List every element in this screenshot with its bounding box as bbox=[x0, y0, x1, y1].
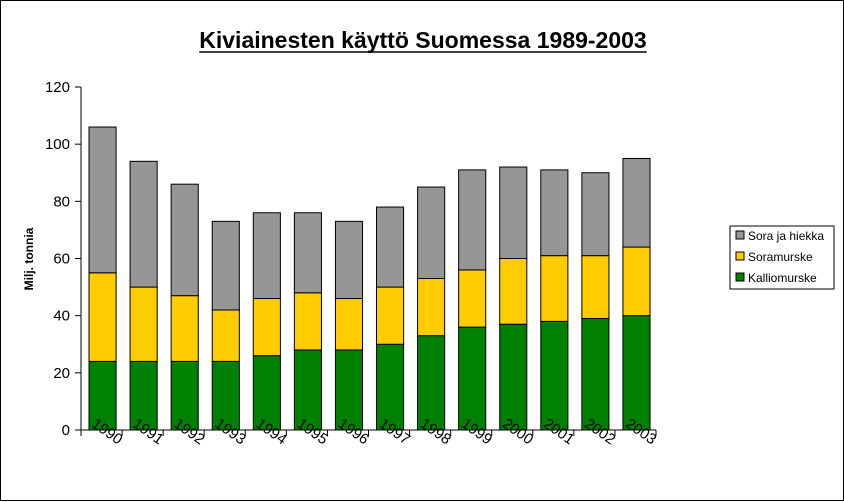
legend: Sora ja hiekka Soramurske Kalliomurske bbox=[729, 225, 835, 290]
x-tick-label-2002: 2002 bbox=[581, 415, 618, 448]
bar-segment-sora-ja-hiekka-2000 bbox=[499, 166, 528, 260]
y-axis-ticks: 0 20 40 60 80 100 120 bbox=[45, 79, 81, 439]
bar-segment-soramurske-1996 bbox=[334, 298, 364, 351]
legend-label-kalliomurske: Kalliomurske bbox=[748, 271, 817, 285]
bar-segment-kalliomurske-1998 bbox=[417, 335, 446, 431]
x-axis-ticks: 1990 1991 1992 1993 1994 1995 1996 1997 1998 1999… bbox=[80, 415, 659, 448]
bar-segment-soramurske-1993 bbox=[211, 309, 240, 362]
x-tick-label-1999: 1999 bbox=[458, 415, 495, 448]
y-tick-label: 60 bbox=[53, 251, 70, 268]
bar-segment-soramurske-1995 bbox=[293, 292, 322, 351]
bar-segment-sora-ja-hiekka-1993 bbox=[211, 220, 240, 311]
x-tick-label-1991: 1991 bbox=[130, 415, 167, 448]
x-tick-label-2003: 2003 bbox=[622, 415, 659, 448]
y-tick-label: 80 bbox=[53, 193, 70, 210]
x-tick-label-1992: 1992 bbox=[171, 415, 208, 448]
legend-swatch-soramurske bbox=[735, 251, 745, 261]
y-tick-label: 100 bbox=[45, 136, 70, 153]
bar-segment-soramurske-1992 bbox=[170, 295, 199, 362]
legend-swatch-kalliomurske bbox=[735, 272, 745, 282]
x-tick-label-1994: 1994 bbox=[253, 415, 290, 448]
legend-box bbox=[729, 225, 835, 290]
bar-segment-sora-ja-hiekka-1998 bbox=[417, 186, 446, 280]
x-tick-label-2000: 2000 bbox=[499, 415, 536, 448]
bar-segment-soramurske-2003 bbox=[622, 246, 651, 317]
bar-segment-sora-ja-hiekka-2002 bbox=[581, 172, 610, 257]
legend-swatch-sora-ja-hiekka bbox=[735, 230, 745, 240]
bar-segment-sora-ja-hiekka-1997 bbox=[376, 206, 405, 288]
x-tick-label-2001: 2001 bbox=[540, 415, 577, 448]
y-tick-label: 20 bbox=[53, 365, 70, 382]
bar-segment-kalliomurske-1999 bbox=[458, 326, 487, 431]
bar-segment-sora-ja-hiekka-2001 bbox=[540, 169, 569, 257]
bar-segment-soramurske-1999 bbox=[458, 269, 487, 328]
y-tick-label: 120 bbox=[45, 79, 70, 96]
x-tick-label-1995: 1995 bbox=[294, 415, 331, 448]
x-tick-label-1997: 1997 bbox=[376, 415, 413, 448]
bar-segment-soramurske-2000 bbox=[499, 258, 528, 325]
legend-label-soramurske: Soramurske bbox=[748, 250, 813, 264]
bar-segment-kalliomurske-1990 bbox=[88, 360, 117, 431]
chart-title: Kiviainesten käyttö Suomessa 1989-2003 bbox=[199, 27, 646, 53]
x-tick-label-1998: 1998 bbox=[417, 415, 454, 448]
y-tick-label: 0 bbox=[62, 422, 70, 439]
bar-segment-sora-ja-hiekka-1995 bbox=[293, 212, 322, 294]
bar-segment-soramurske-1991 bbox=[129, 286, 158, 362]
y-axis-label: Milj. tonnia bbox=[22, 227, 36, 290]
axes-group bbox=[80, 87, 656, 431]
bar-segment-sora-ja-hiekka-1994 bbox=[252, 212, 281, 300]
bar-segment-kalliomurske-2002 bbox=[581, 318, 610, 431]
bar-segment-kalliomurske-2000 bbox=[499, 323, 528, 431]
bar-segment-sora-ja-hiekka-2003 bbox=[622, 157, 651, 248]
legend-label-sora-ja-hiekka: Sora ja hiekka bbox=[748, 229, 824, 243]
x-tick-label-1993: 1993 bbox=[212, 415, 249, 448]
bar-segment-kalliomurske-2001 bbox=[540, 320, 569, 431]
bar-segment-sora-ja-hiekka-1992 bbox=[170, 183, 199, 297]
bar-segment-soramurske-2002 bbox=[581, 255, 610, 320]
x-tick-label-1996: 1996 bbox=[335, 415, 372, 448]
bar-segment-soramurske-1997 bbox=[376, 286, 405, 345]
bars-group bbox=[88, 126, 651, 431]
bar-segment-soramurske-1998 bbox=[417, 278, 446, 337]
bar-segment-sora-ja-hiekka-1999 bbox=[458, 169, 487, 271]
x-tick-label-1990: 1990 bbox=[88, 415, 125, 448]
bar-segment-kalliomurske-1994 bbox=[252, 355, 281, 431]
bar-segment-sora-ja-hiekka-1990 bbox=[88, 126, 117, 274]
bar-segment-kalliomurske-1992 bbox=[170, 360, 199, 431]
bar-segment-sora-ja-hiekka-1996 bbox=[334, 220, 364, 300]
bar-segment-soramurske-1994 bbox=[252, 298, 281, 357]
bar-segment-soramurske-2001 bbox=[540, 255, 569, 322]
bar-segment-kalliomurske-2003 bbox=[622, 315, 651, 431]
y-tick-label: 40 bbox=[53, 308, 70, 325]
bar-segment-sora-ja-hiekka-1991 bbox=[129, 160, 158, 288]
bar-segment-soramurske-1990 bbox=[88, 272, 117, 362]
bar-segment-kalliomurske-1997 bbox=[376, 343, 405, 431]
